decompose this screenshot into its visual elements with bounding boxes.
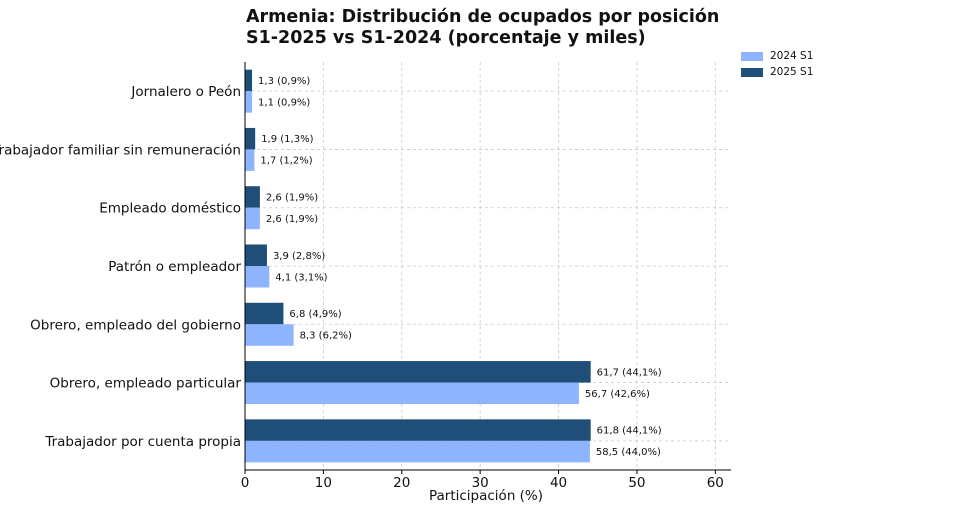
category-label-obrero-empleado-del-gobierno: Obrero, empleado del gobierno — [30, 317, 241, 333]
bar-2025-s1-jornalero-o-peon — [245, 69, 253, 92]
bar-2025-s1-trabajador-familiar-sin-remuneracion — [245, 127, 256, 150]
legend-label-2024: 2024 S1 — [770, 50, 814, 62]
legend-item-2024: 2024 S1 — [741, 48, 813, 64]
value-label-2024-s1-jornalero-o-peon: 1,1 (0,9%) — [258, 97, 310, 108]
category-label-trabajador-familiar-sin-remuneracion: Trabajador familiar sin remuneración — [0, 142, 241, 158]
bar-2024-s1-trabajador-por-cuenta-propia — [245, 440, 590, 463]
bar-2025-s1-trabajador-por-cuenta-propia — [245, 419, 591, 441]
legend-item-2025: 2025 S1 — [741, 64, 813, 80]
category-label-patron-o-empleador: Patrón o empleador — [108, 259, 241, 275]
value-label-2024-s1-obrero-empleado-del-gobierno: 8,3 (6,2%) — [300, 331, 352, 342]
value-label-2025-s1-trabajador-por-cuenta-propia: 61,8 (44,1%) — [597, 426, 662, 437]
bar-2024-s1-trabajador-familiar-sin-remuneracion — [245, 149, 255, 171]
value-label-2025-s1-jornalero-o-peon: 1,3 (0,9%) — [258, 76, 310, 87]
x-tick-label: 20 — [393, 475, 410, 491]
bar-2025-s1-empleado-domestico — [245, 186, 260, 208]
value-label-2024-s1-trabajador-familiar-sin-remuneracion: 1,7 (1,2%) — [260, 156, 312, 167]
value-label-2025-s1-trabajador-familiar-sin-remuneracion: 1,9 (1,3%) — [261, 134, 313, 145]
category-label-obrero-empleado-particular: Obrero, empleado particular — [50, 376, 242, 392]
bar-2024-s1-obrero-empleado-del-gobierno — [245, 324, 294, 346]
bar-2024-s1-obrero-empleado-particular — [245, 382, 579, 405]
value-label-2024-s1-trabajador-por-cuenta-propia: 58,5 (44,0%) — [596, 447, 661, 458]
x-tick-label: 40 — [550, 475, 567, 491]
value-label-2025-s1-obrero-empleado-particular: 61,7 (44,1%) — [597, 367, 662, 378]
x-tick-label: 10 — [315, 475, 332, 491]
bar-2024-s1-patron-o-empleador — [245, 266, 270, 288]
category-label-trabajador-por-cuenta-propia: Trabajador por cuenta propia — [44, 434, 241, 450]
value-label-2024-s1-patron-o-empleador: 4,1 (3,1%) — [275, 272, 327, 283]
category-label-jornalero-o-peon: Jornalero o Peón — [130, 84, 241, 100]
bar-2025-s1-patron-o-empleador — [245, 244, 267, 266]
x-axis-title: Participación (%) — [429, 488, 543, 504]
bar-2025-s1-obrero-empleado-particular — [245, 361, 591, 383]
legend-swatch-2025 — [741, 67, 763, 77]
legend-swatch-2024 — [741, 51, 763, 61]
legend-label-2025: 2025 S1 — [770, 66, 814, 78]
value-label-2025-s1-empleado-domestico: 2,6 (1,9%) — [266, 192, 318, 203]
category-label-empleado-domestico: Empleado doméstico — [99, 201, 241, 217]
bar-2025-s1-obrero-empleado-del-gobierno — [245, 302, 284, 325]
value-label-2025-s1-patron-o-empleador: 3,9 (2,8%) — [273, 251, 325, 262]
bar-2024-s1-jornalero-o-peon — [245, 91, 253, 113]
x-tick-label: 50 — [628, 475, 645, 491]
x-tick-label: 60 — [707, 475, 724, 491]
x-tick-label: 0 — [241, 475, 250, 491]
chart-title: Armenia: Distribución de ocupados por po… — [246, 7, 720, 48]
value-label-2024-s1-empleado-domestico: 2,6 (1,9%) — [266, 214, 318, 225]
chart-legend: 2024 S1 2025 S1 — [741, 48, 813, 80]
value-label-2024-s1-obrero-empleado-particular: 56,7 (42,6%) — [585, 389, 650, 400]
value-label-2025-s1-obrero-empleado-del-gobierno: 6,8 (4,9%) — [289, 309, 341, 320]
x-tick-label: 30 — [472, 475, 489, 491]
bar-2024-s1-empleado-domestico — [245, 207, 260, 230]
